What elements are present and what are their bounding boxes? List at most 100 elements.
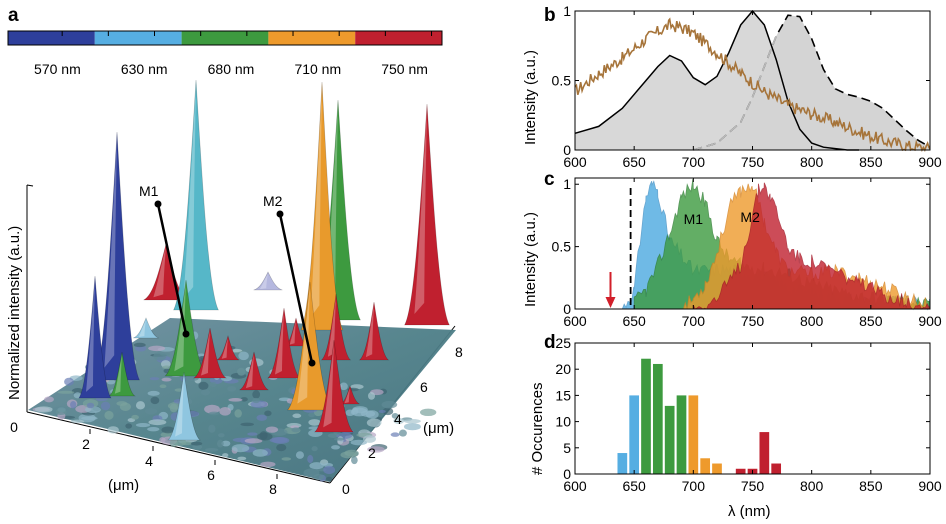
histogram-bar (676, 395, 687, 474)
surface-ztick (26, 184, 34, 187)
surface-peak-highlight (201, 330, 210, 376)
surface-texture (351, 407, 359, 415)
surface-texture (169, 439, 178, 447)
surface-ytick-label: 0 (342, 481, 350, 497)
surface-texture (326, 476, 333, 482)
panel-d-xlabel: λ (nm) (728, 503, 771, 520)
surface-texture (291, 427, 301, 433)
surface-texture (366, 418, 382, 427)
surface-texture (218, 433, 225, 438)
colorbar-segment (268, 31, 356, 45)
colorbar-labels: 570 nm 630 nm 680 nm 710 nm 750 nm (34, 61, 428, 77)
surface-peak-highlight (86, 278, 95, 392)
surface-xtick-label: 2 (82, 436, 90, 452)
surface-texture (104, 410, 114, 420)
surface-texture (160, 352, 171, 356)
colorbar-label: 570 nm (34, 61, 81, 77)
surface-xtick-label: 4 (145, 453, 153, 469)
surface-peak-highlight (153, 246, 166, 298)
surface-ylabel: (μm) (423, 420, 454, 437)
x-tick-label: 700 (682, 154, 706, 170)
x-tick-label: 900 (918, 478, 942, 494)
panel-letter-b: b (544, 5, 556, 26)
panel-d-plot: 600 650 700 750 800 850 900 0 5 10 15 20 25 (555, 335, 941, 494)
surface-texture (344, 449, 359, 457)
surface-texture (162, 365, 172, 370)
surface-texture (403, 418, 421, 424)
surface-peak-highlight (138, 320, 146, 337)
y-tick-label: 20 (555, 361, 571, 377)
surface-texture (247, 432, 258, 436)
surface-texture (148, 345, 166, 352)
area-series (692, 182, 931, 310)
red-arrow-head (605, 297, 616, 308)
colorbar-segment (355, 31, 442, 45)
surface-peak (253, 271, 283, 291)
surface-texture (240, 397, 248, 402)
surface-texture (34, 406, 53, 413)
colorbar-label: 630 nm (121, 61, 168, 77)
surface-peak (108, 351, 136, 397)
surface-ytick-label: 6 (420, 379, 428, 395)
colorbar-segment (181, 31, 269, 45)
surface-texture (150, 396, 160, 405)
x-tick-label: 800 (800, 478, 824, 494)
surface-peak-highlight (323, 342, 334, 428)
surface-texture (204, 404, 220, 414)
surface-peak (340, 385, 360, 405)
surface-texture (256, 414, 268, 421)
surface-peak (239, 351, 269, 391)
surface-texture (307, 455, 314, 464)
y-tick-label: 0.5 (552, 73, 572, 89)
plot-frame (574, 342, 931, 475)
surface-annotations: M1 M2 (139, 183, 316, 367)
surface-texture (186, 375, 199, 382)
surface-texture (131, 414, 139, 420)
surface-peak-highlight (289, 320, 296, 345)
annotation-m2: M2 (263, 193, 283, 209)
x-tick-label: 700 (682, 313, 706, 329)
surface-texture (71, 388, 84, 395)
surface-texture (133, 342, 146, 348)
surface-texture (231, 444, 250, 453)
x-tick-label: 850 (859, 154, 883, 170)
surface-peak (320, 293, 352, 361)
surface-texture (86, 402, 95, 409)
surface-texture (311, 446, 318, 452)
colorbar-label: 710 nm (294, 61, 341, 77)
surface-texture (222, 453, 229, 458)
surface-peak-highlight (310, 84, 322, 318)
surface-peak (78, 275, 112, 399)
surface-texture (240, 422, 254, 427)
histogram-bar (735, 468, 746, 474)
surface-peak-highlight (297, 284, 310, 404)
surface-peak (404, 103, 450, 326)
y-tick-label: 0.5 (552, 239, 572, 255)
surface-texture (219, 406, 231, 416)
surface-texture (144, 408, 158, 415)
x-tick-label: 750 (741, 478, 765, 494)
colorbar (7, 30, 443, 46)
surface-texture (331, 445, 341, 450)
surface-texture (237, 456, 247, 461)
surface-texture (73, 392, 82, 399)
surface-texture (208, 424, 216, 433)
colorbar-label: 750 nm (381, 61, 428, 77)
histogram-bar (652, 363, 663, 474)
colorbar-label: 680 nm (208, 61, 255, 77)
x-tick-label: 650 (622, 478, 646, 494)
surface-ytick-label: 2 (368, 445, 376, 461)
surface-texture (339, 382, 348, 391)
surface-peak-highlight (104, 134, 117, 368)
surface-ytick-label: 8 (455, 344, 463, 360)
surface-peaks (78, 79, 450, 441)
colorbar-frame (7, 30, 443, 46)
surface-texture (367, 446, 385, 453)
histogram-bar (771, 463, 782, 474)
x-tick-label: 650 (622, 313, 646, 329)
surface-texture (192, 444, 203, 450)
surface-ytick-label: 4 (394, 411, 402, 427)
surface-peak-highlight (344, 388, 350, 404)
surface-peak (133, 317, 159, 339)
panel-letter-a: a (8, 5, 19, 26)
